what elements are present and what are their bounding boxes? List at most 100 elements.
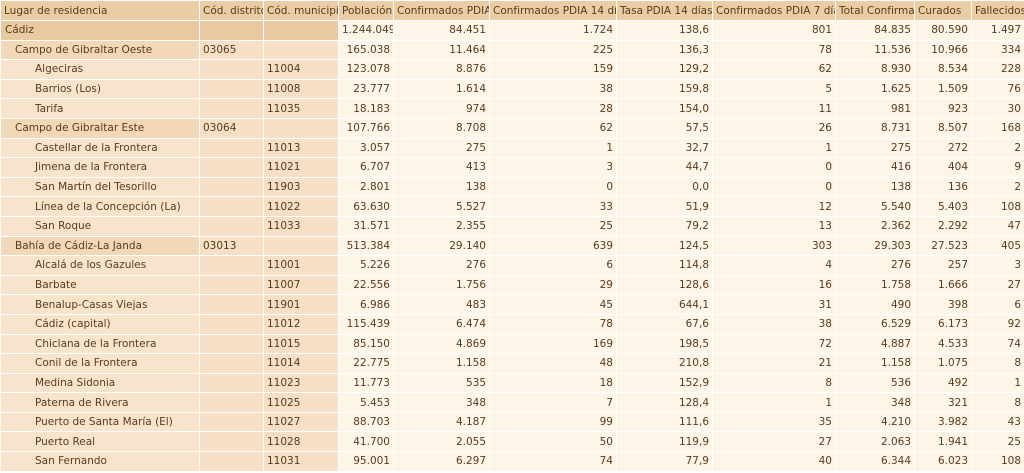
value-cell: 1.625 (835, 78, 915, 100)
code-cell (199, 274, 264, 296)
value-cell: 28 (489, 98, 617, 119)
value-cell: 801 (712, 20, 836, 41)
place-name: San Fernando (0, 451, 200, 472)
code-cell: 11014 (263, 353, 339, 374)
code-cell (199, 372, 264, 394)
code-cell: 11013 (263, 137, 339, 159)
table-row: Castellar de la Frontera 11013 3.057 275 1 32… (0, 137, 1024, 159)
value-cell: 1.614 (393, 78, 490, 100)
value-cell: 1.158 (393, 353, 490, 374)
column-header: Fallecidos (971, 0, 1024, 21)
value-cell: 85.150 (338, 333, 394, 355)
column-header: Confirmados PDIA 14 días (489, 0, 617, 21)
value-cell: 11.464 (393, 39, 490, 61)
value-cell: 4.210 (835, 411, 915, 433)
value-cell: 981 (835, 98, 915, 119)
value-cell: 6.474 (393, 313, 490, 335)
value-cell: 1 (712, 137, 836, 159)
value-cell: 38 (712, 313, 836, 335)
column-header: Cód. distrito (199, 0, 264, 21)
value-cell: 0 (489, 176, 617, 198)
value-cell: 84.451 (393, 20, 490, 41)
code-cell: 11901 (263, 294, 339, 315)
place-name: Alcalá de los Gazules (0, 255, 200, 276)
code-cell (199, 78, 264, 100)
code-cell: 11008 (263, 78, 339, 100)
code-cell (199, 294, 264, 315)
code-cell (199, 137, 264, 159)
value-cell: 348 (393, 392, 490, 413)
value-cell: 119,9 (616, 431, 713, 453)
place-name: Campo de Gibraltar Este (0, 117, 200, 139)
code-cell: 11027 (263, 411, 339, 433)
value-cell: 43 (971, 411, 1024, 433)
place-name: Puerto Real (0, 431, 200, 453)
table-row: San Roque 11033 31.571 2.355 25 79,2 13 2.362 2.… (0, 215, 1024, 237)
value-cell: 275 (393, 137, 490, 159)
value-cell: 1.158 (835, 353, 915, 374)
value-cell: 21 (712, 353, 836, 374)
code-cell: 11004 (263, 59, 339, 80)
value-cell: 72 (712, 333, 836, 355)
value-cell: 413 (393, 157, 490, 178)
place-name: Barbate (0, 274, 200, 296)
value-cell: 76 (971, 78, 1024, 100)
code-cell: 11022 (263, 196, 339, 217)
value-cell: 27 (712, 431, 836, 453)
value-cell: 62 (712, 59, 836, 80)
value-cell: 5 (712, 78, 836, 100)
value-cell: 1.509 (914, 78, 972, 100)
value-cell: 1.758 (835, 274, 915, 296)
column-header: Población (338, 0, 394, 21)
code-cell: 11015 (263, 333, 339, 355)
value-cell: 165.038 (338, 39, 394, 61)
place-name: San Roque (0, 215, 200, 237)
table-row: Bahía de Cádiz-La Janda 03013 513.384 29.14… (0, 235, 1024, 257)
place-name: Jimena de la Frontera (0, 157, 200, 178)
value-cell: 25 (971, 431, 1024, 453)
value-cell: 490 (835, 294, 915, 315)
code-cell (199, 333, 264, 355)
value-cell: 128,4 (616, 392, 713, 413)
value-cell: 5.540 (835, 196, 915, 217)
value-cell: 2.292 (914, 215, 972, 237)
table-row: Medina Sidonia 11023 11.773 535 18 152,9 8 536 4… (0, 372, 1024, 394)
value-cell: 974 (393, 98, 490, 119)
code-cell (263, 20, 339, 41)
value-cell: 18 (489, 372, 617, 394)
value-cell: 74 (971, 333, 1024, 355)
column-header: Confirmados PDIA (393, 0, 490, 21)
value-cell: 79,2 (616, 215, 713, 237)
value-cell: 168 (971, 117, 1024, 139)
code-cell (199, 196, 264, 217)
value-cell: 11.536 (835, 39, 915, 61)
value-cell: 31 (712, 294, 836, 315)
value-cell: 5.403 (914, 196, 972, 217)
value-cell: 99 (489, 411, 617, 433)
column-header: Lugar de residencia (0, 0, 200, 21)
place-name: Cádiz (0, 20, 200, 41)
value-cell: 10.966 (914, 39, 972, 61)
value-cell: 8.731 (835, 117, 915, 139)
value-cell: 5.226 (338, 255, 394, 276)
column-header: Total Confirmados (835, 0, 915, 21)
value-cell: 45 (489, 294, 617, 315)
code-cell: 11031 (263, 451, 339, 472)
column-header: Confirmados PDIA 7 días (712, 0, 836, 21)
value-cell: 48 (489, 353, 617, 374)
value-cell: 6 (971, 294, 1024, 315)
table-body: Cádiz 1.244.049 84.451 1.724 138,6 801 84.835 8… (0, 20, 1024, 472)
table-row: Puerto Real 11028 41.700 2.055 50 119,9 27 2.06… (0, 431, 1024, 453)
table-row: Jimena de la Frontera 11021 6.707 413 3 44,7 0… (0, 157, 1024, 178)
value-cell: 8 (712, 372, 836, 394)
header-row: Lugar de residencia Cód. distrito Cód. mun… (0, 0, 1024, 21)
value-cell: 483 (393, 294, 490, 315)
value-cell: 6.297 (393, 451, 490, 472)
value-cell: 2.362 (835, 215, 915, 237)
value-cell: 1.724 (489, 20, 617, 41)
code-cell: 11023 (263, 372, 339, 394)
value-cell: 3 (489, 157, 617, 178)
value-cell: 210,8 (616, 353, 713, 374)
table-row: Tarifa 11035 18.183 974 28 154,0 11 981 923 30 (0, 98, 1024, 119)
